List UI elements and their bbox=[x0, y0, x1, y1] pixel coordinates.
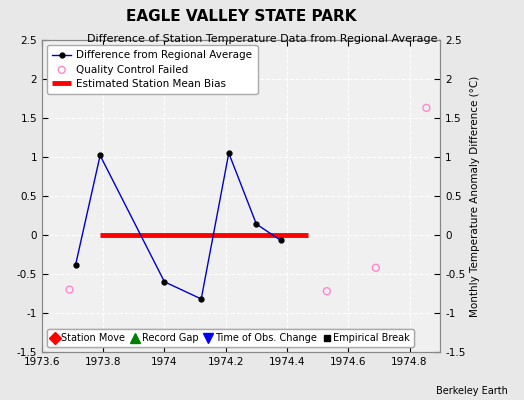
Text: Difference of Station Temperature Data from Regional Average: Difference of Station Temperature Data f… bbox=[87, 34, 437, 44]
Difference from Regional Average bbox=[278, 238, 284, 243]
Quality Control Failed bbox=[422, 105, 431, 111]
Text: Berkeley Earth: Berkeley Earth bbox=[436, 386, 508, 396]
Estimated Station Mean Bias bbox=[305, 232, 312, 237]
Quality Control Failed bbox=[323, 288, 331, 294]
Difference from Regional Average bbox=[198, 296, 204, 301]
Quality Control Failed bbox=[66, 286, 74, 293]
Difference from Regional Average bbox=[97, 153, 103, 158]
Difference from Regional Average bbox=[226, 151, 232, 156]
Difference from Regional Average bbox=[72, 262, 79, 267]
Y-axis label: Monthly Temperature Anomaly Difference (°C): Monthly Temperature Anomaly Difference (… bbox=[470, 75, 479, 317]
Title: EAGLE VALLEY STATE PARK: EAGLE VALLEY STATE PARK bbox=[126, 8, 356, 24]
Line: Difference from Regional Average: Difference from Regional Average bbox=[73, 151, 283, 301]
Difference from Regional Average bbox=[161, 279, 168, 284]
Estimated Station Mean Bias bbox=[97, 232, 103, 237]
Legend: Station Move, Record Gap, Time of Obs. Change, Empirical Break: Station Move, Record Gap, Time of Obs. C… bbox=[47, 329, 414, 347]
Difference from Regional Average bbox=[253, 222, 259, 226]
Quality Control Failed bbox=[372, 264, 380, 271]
